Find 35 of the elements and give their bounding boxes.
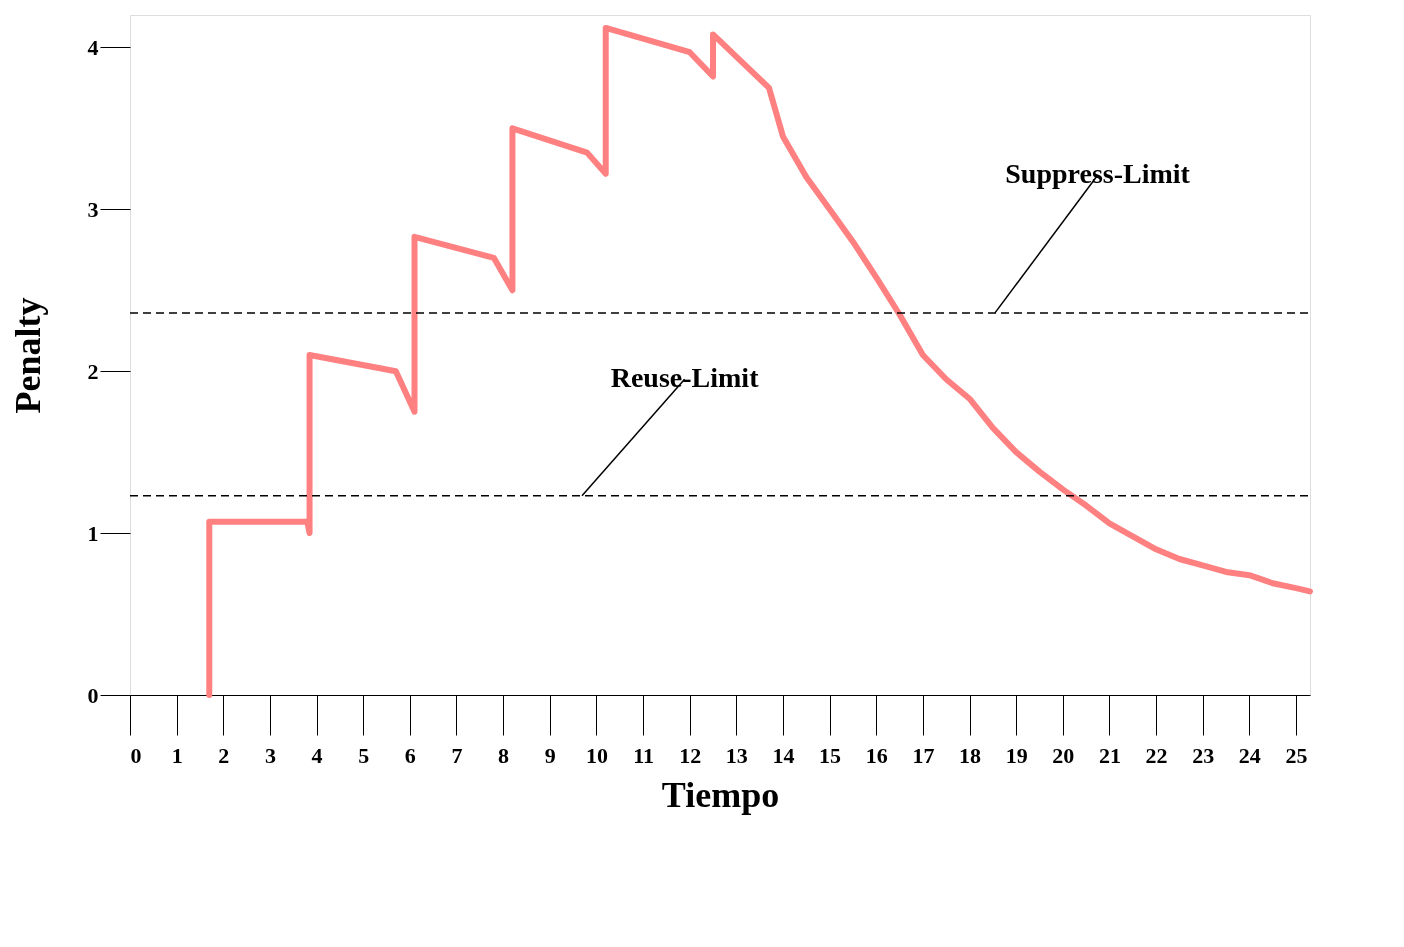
y-tick-label: 4 bbox=[87, 34, 99, 60]
x-tick-label: 14 bbox=[772, 742, 795, 768]
ref-line-label: Suppress-Limit bbox=[1005, 158, 1191, 190]
x-tick-label: 7 bbox=[451, 742, 463, 768]
x-tick-label: 18 bbox=[959, 742, 982, 768]
x-tick-label: 19 bbox=[1005, 742, 1028, 768]
x-tick-label: 8 bbox=[498, 742, 510, 768]
y-tick-label: 2 bbox=[87, 358, 99, 384]
y-axis-title: Penalty bbox=[7, 297, 48, 414]
x-tick-label: 23 bbox=[1192, 742, 1215, 768]
x-tick-label: 9 bbox=[544, 742, 556, 768]
x-tick-label: 20 bbox=[1052, 742, 1075, 768]
x-tick-label: 16 bbox=[865, 742, 888, 768]
x-tick-label: 3 bbox=[264, 742, 276, 768]
x-tick-label: 15 bbox=[819, 742, 842, 768]
y-tick-label: 0 bbox=[87, 682, 99, 708]
y-tick-label: 3 bbox=[87, 196, 99, 222]
y-tick-label: 1 bbox=[87, 520, 99, 546]
x-tick-label: 6 bbox=[404, 742, 416, 768]
x-tick-label: 1 bbox=[171, 742, 183, 768]
x-axis-title: Tiempo bbox=[661, 774, 780, 815]
x-tick-label: 22 bbox=[1145, 742, 1168, 768]
x-tick-label: 11 bbox=[633, 742, 654, 768]
x-tick-label: 2 bbox=[218, 742, 230, 768]
x-tick-label: 21 bbox=[1098, 742, 1121, 768]
x-tick-label: 24 bbox=[1238, 742, 1261, 768]
x-tick-label: 4 bbox=[311, 742, 323, 768]
x-tick-label: 5 bbox=[358, 742, 370, 768]
x-tick-label: 13 bbox=[725, 742, 748, 768]
x-tick-label: 12 bbox=[679, 742, 702, 768]
x-tick-label: 17 bbox=[912, 742, 935, 768]
x-tick-label: 25 bbox=[1285, 742, 1308, 768]
ref-line-label: Reuse-Limit bbox=[610, 362, 760, 394]
x-tick-label: 10 bbox=[585, 742, 608, 768]
x-tick-label: 0 bbox=[130, 742, 142, 768]
